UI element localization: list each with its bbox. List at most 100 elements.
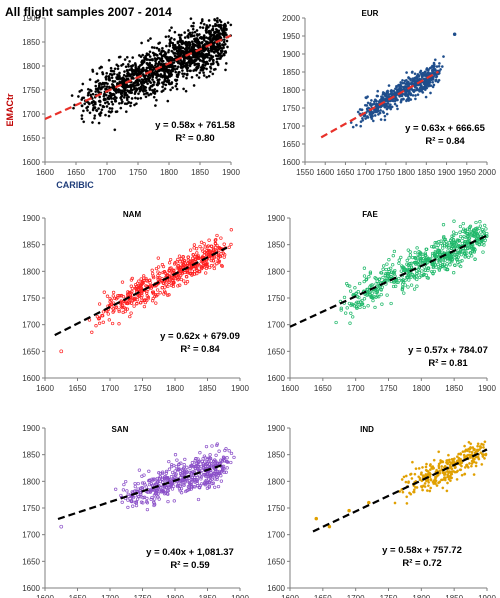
data-point (176, 41, 180, 45)
y-tick-label: 1850 (22, 241, 40, 250)
data-point (163, 76, 167, 80)
data-point (110, 100, 114, 104)
x-tick-label: 1600 (316, 168, 334, 177)
data-point (371, 111, 375, 115)
data-point (364, 117, 367, 120)
data-point (209, 35, 213, 38)
data-point (227, 245, 231, 249)
data-point (175, 484, 180, 489)
data-point (414, 257, 418, 261)
data-point (186, 258, 190, 262)
y-tick-label: 1600 (22, 158, 40, 167)
data-point (447, 477, 451, 481)
data-point (198, 33, 201, 36)
data-point (386, 274, 390, 279)
data-point (160, 490, 164, 494)
data-point (399, 84, 403, 88)
y-tick-label: 2000 (282, 14, 300, 23)
data-point (134, 501, 138, 505)
data-point (147, 469, 151, 473)
data-point (170, 82, 173, 86)
data-point (400, 93, 403, 97)
x-tick-label: 1900 (231, 384, 249, 393)
outlier-point (59, 349, 64, 354)
x-tick-label: 1650 (337, 168, 355, 177)
data-point (192, 84, 196, 87)
data-point (141, 53, 145, 57)
data-point (170, 49, 174, 53)
data-point (222, 40, 226, 44)
data-point (188, 41, 192, 45)
data-point (152, 503, 156, 508)
x-tick-label: 1850 (417, 168, 435, 177)
y-tick-label: 1900 (22, 14, 40, 23)
data-point (440, 243, 445, 248)
data-point (175, 67, 179, 71)
data-point (404, 480, 408, 484)
data-point (206, 37, 210, 40)
data-point (443, 267, 447, 271)
data-point (379, 287, 383, 291)
data-point (418, 476, 422, 480)
data-point (105, 71, 109, 75)
data-point (178, 472, 183, 476)
data-point (437, 78, 441, 82)
data-point (181, 262, 185, 267)
data-point (110, 76, 114, 80)
y-tick-label: 1800 (267, 477, 285, 486)
data-point (133, 103, 136, 107)
data-point (205, 24, 209, 27)
data-point (102, 94, 106, 98)
data-point (162, 485, 167, 490)
data-point (399, 255, 403, 260)
data-point (194, 43, 198, 47)
data-point (158, 41, 162, 45)
data-point (216, 17, 219, 20)
y-tick-label: 1750 (22, 294, 40, 303)
data-point (139, 55, 143, 59)
data-point (139, 491, 143, 495)
data-point (135, 281, 140, 285)
data-point (370, 99, 373, 102)
data-point (139, 289, 143, 293)
data-point (226, 45, 229, 49)
data-point (176, 65, 180, 69)
data-point (211, 25, 215, 28)
data-point (402, 266, 406, 270)
data-point (187, 479, 191, 483)
data-point (196, 38, 200, 42)
data-point (167, 50, 170, 54)
data-point (88, 111, 92, 115)
x-tick-label: 1850 (445, 594, 463, 598)
data-point (407, 256, 411, 260)
data-point (114, 306, 118, 310)
data-point (481, 455, 485, 458)
data-point (163, 72, 167, 76)
data-point (427, 266, 431, 270)
data-point (131, 64, 134, 68)
data-point (423, 253, 428, 257)
data-point (158, 291, 162, 295)
data-point (409, 265, 414, 269)
data-point (433, 241, 437, 245)
x-tick-label: 1600 (281, 594, 299, 598)
data-point (466, 255, 471, 259)
data-point (366, 287, 370, 292)
data-point (458, 230, 462, 234)
data-point (386, 89, 390, 93)
data-point (399, 81, 403, 84)
data-point (436, 243, 440, 247)
data-point (434, 479, 438, 483)
data-point (463, 466, 467, 469)
data-point (381, 267, 385, 271)
data-point (103, 81, 107, 85)
data-point (190, 48, 193, 51)
data-point (185, 270, 189, 275)
data-point (432, 66, 435, 70)
data-point (113, 128, 117, 132)
data-point (105, 85, 109, 89)
data-point (105, 309, 109, 313)
data-point (184, 65, 188, 69)
data-point (459, 253, 464, 257)
data-point (387, 93, 391, 96)
